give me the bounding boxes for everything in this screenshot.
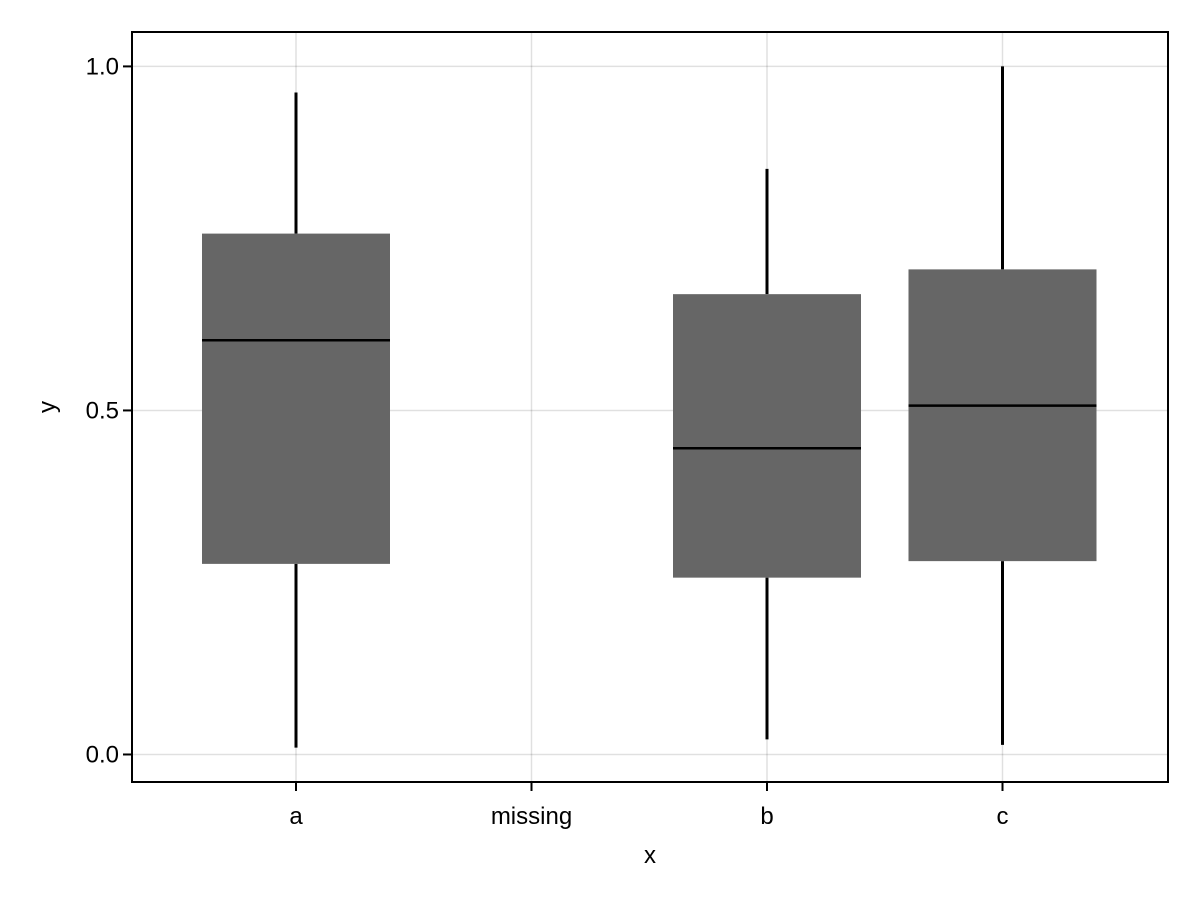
box-body (673, 294, 861, 578)
y-axis-label: y (34, 401, 61, 413)
plot-frame (131, 31, 1169, 783)
y-tick-label: 0.0 (86, 741, 119, 768)
box-plot-series (202, 66, 1097, 748)
x-tick-label: missing (491, 803, 572, 830)
x-tick-label: c (997, 803, 1009, 830)
y-tick-label: 1.0 (86, 53, 119, 80)
box-c (908, 66, 1097, 745)
x-tick-label: a (289, 803, 303, 830)
x-tick-label: b (760, 803, 773, 830)
box-body (202, 233, 390, 564)
y-tick-label: 0.5 (86, 397, 119, 424)
box-a (202, 92, 390, 748)
box-body (908, 269, 1097, 562)
x-axis-label: x (644, 842, 656, 869)
axis-ticks: a missing b c 0.0 0.5 1.0 (86, 53, 1009, 830)
box-b (673, 168, 861, 740)
